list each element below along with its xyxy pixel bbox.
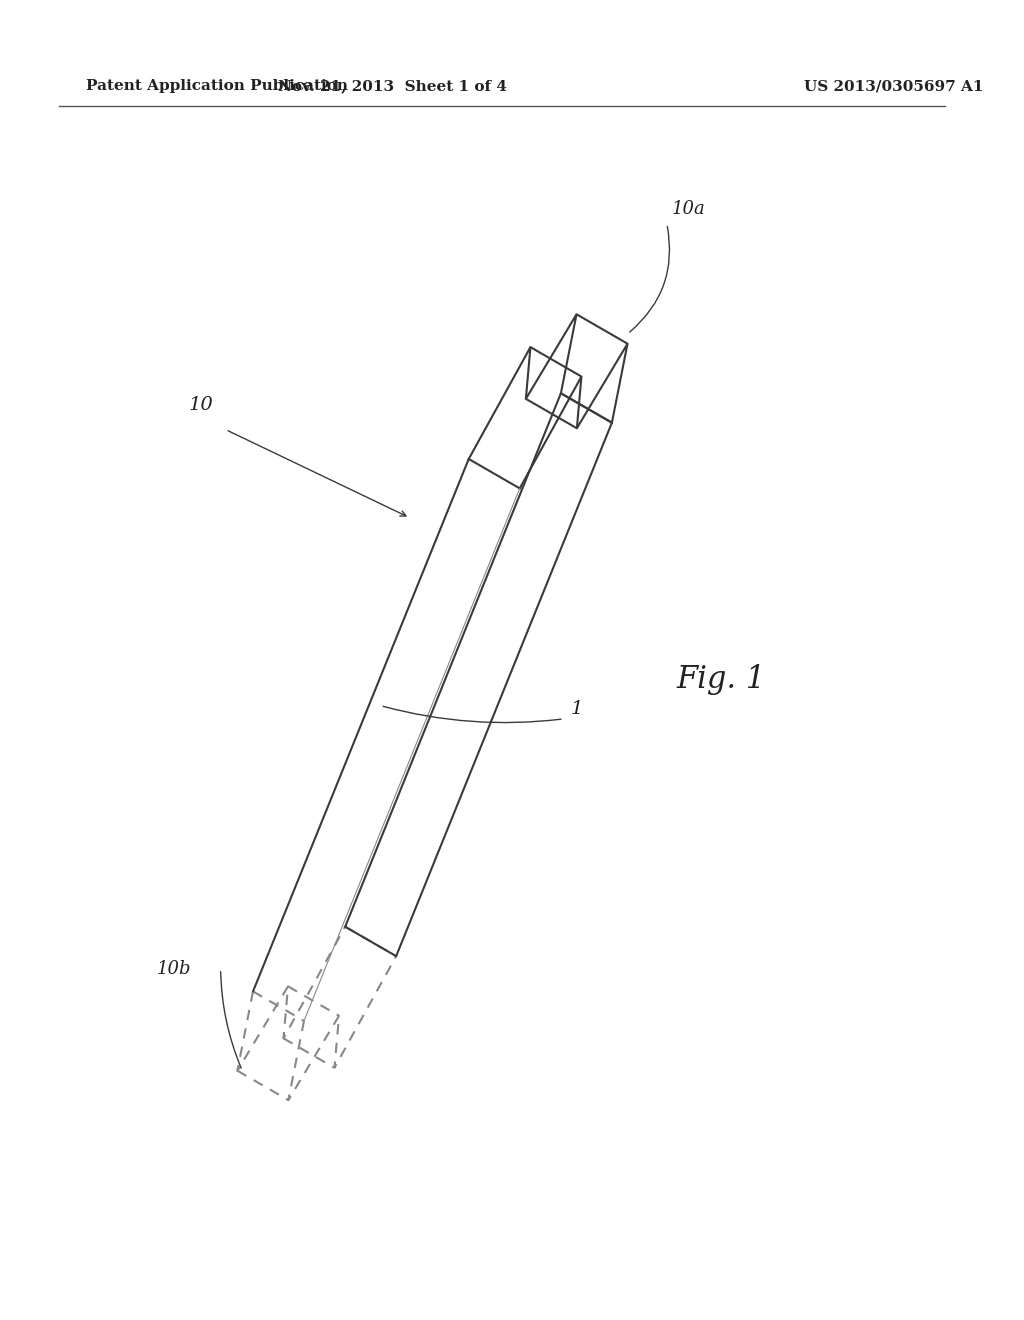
Text: 10b: 10b: [157, 960, 191, 978]
Text: 10a: 10a: [672, 199, 706, 218]
Text: Nov. 21, 2013  Sheet 1 of 4: Nov. 21, 2013 Sheet 1 of 4: [278, 79, 507, 94]
Text: US 2013/0305697 A1: US 2013/0305697 A1: [804, 79, 984, 94]
Text: 10: 10: [188, 396, 213, 414]
Text: 1: 1: [570, 700, 583, 718]
Text: Fig. 1: Fig. 1: [677, 664, 766, 696]
Text: Patent Application Publication: Patent Application Publication: [86, 79, 348, 94]
